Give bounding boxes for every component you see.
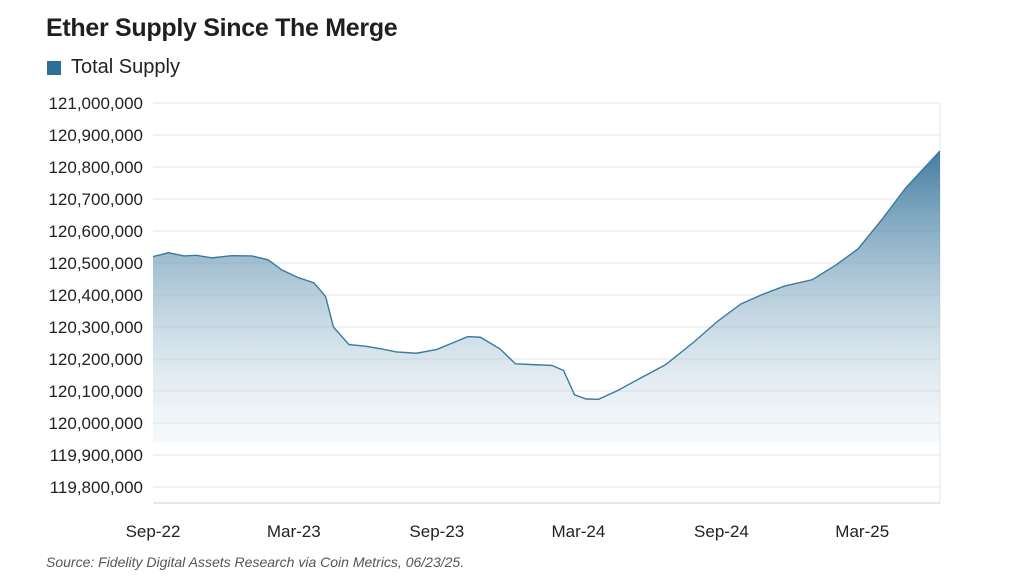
y-tick-label: 120,900,000 <box>48 126 143 145</box>
x-tick-label: Sep-24 <box>694 522 749 541</box>
y-tick-label: 120,300,000 <box>48 318 143 337</box>
y-tick-label: 120,500,000 <box>48 254 143 273</box>
x-tick-label: Sep-23 <box>409 522 464 541</box>
x-tick-label: Mar-24 <box>551 522 605 541</box>
legend-swatch <box>47 60 61 75</box>
y-tick-label: 120,200,000 <box>48 350 143 369</box>
x-tick-label: Mar-25 <box>835 522 889 541</box>
y-tick-label: 120,000,000 <box>48 414 143 433</box>
y-tick-label: 120,600,000 <box>48 222 143 241</box>
supply-line <box>152 150 941 401</box>
x-tick-label: Mar-23 <box>267 522 321 541</box>
chart-title: Ether Supply Since The Merge <box>46 14 398 42</box>
chart-legend: Total Supply <box>47 56 180 79</box>
y-tick-label: 120,800,000 <box>48 158 143 177</box>
y-tick-label: 119,800,000 <box>50 478 143 497</box>
y-tick-label: 120,400,000 <box>48 286 143 305</box>
y-tick-label: 121,000,000 <box>48 94 143 113</box>
x-tick-label: Sep-22 <box>126 522 181 541</box>
legend-label: Total Supply <box>71 56 180 78</box>
supply-area <box>153 151 940 443</box>
source-note: Source: Fidelity Digital Assets Research… <box>46 554 465 570</box>
y-tick-label: 120,100,000 <box>48 382 143 401</box>
y-tick-label: 120,700,000 <box>48 190 143 209</box>
y-tick-label: 119,900,000 <box>50 446 143 465</box>
